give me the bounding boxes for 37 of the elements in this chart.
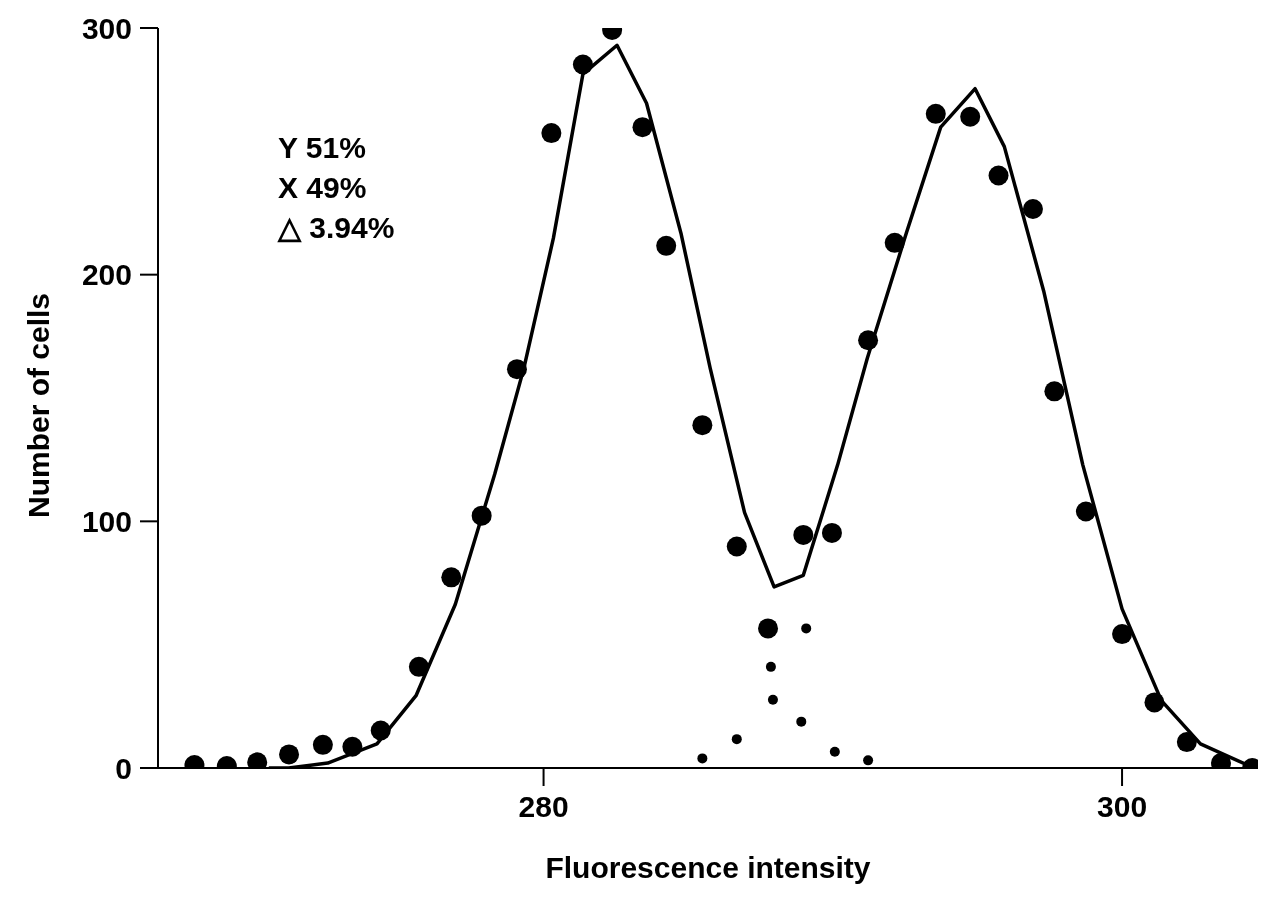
point [758, 618, 779, 639]
point [1044, 381, 1065, 402]
point [829, 746, 840, 757]
point [767, 694, 778, 705]
point [801, 623, 812, 634]
y-tick-label: 0 [115, 751, 132, 785]
y-tick-label: 100 [81, 504, 132, 538]
x-tick-label: 280 [518, 790, 569, 824]
annotation: △ 3.94% [278, 210, 395, 246]
y-tick-label: 300 [81, 11, 132, 45]
y-axis-title: Number of cells [21, 292, 55, 518]
point [863, 755, 874, 766]
annotation: X 49% [278, 170, 368, 206]
point [697, 753, 708, 764]
point [1176, 732, 1197, 753]
point [988, 165, 1009, 186]
point [821, 522, 842, 543]
point [1075, 501, 1096, 522]
point [692, 415, 713, 436]
point [279, 744, 300, 765]
point [1022, 199, 1043, 220]
point [632, 117, 653, 138]
point [312, 734, 333, 755]
annotation: Y 51% [278, 130, 367, 166]
point [1112, 624, 1133, 645]
point [441, 567, 462, 588]
point [656, 235, 677, 256]
point [765, 661, 776, 672]
point [925, 103, 946, 124]
point [796, 716, 807, 727]
point [960, 106, 981, 127]
point [726, 536, 747, 557]
point [731, 734, 742, 745]
point [793, 524, 814, 545]
x-axis-title: Fluorescence intensity [545, 851, 871, 884]
y-tick-label: 200 [81, 258, 132, 292]
point [541, 123, 562, 144]
